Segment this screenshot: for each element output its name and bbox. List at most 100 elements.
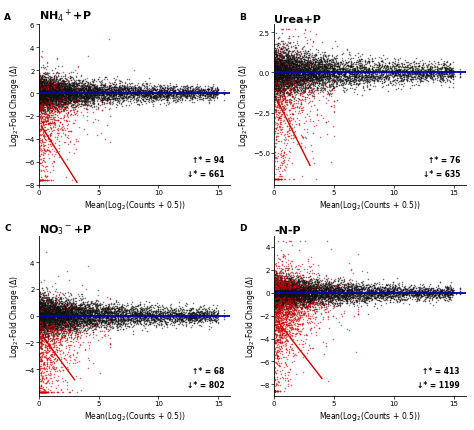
Point [101,81,109,88]
Point [351,68,358,75]
Point [190,309,198,316]
Point [80,319,87,326]
Point [278,63,285,70]
Point [91,300,98,307]
Point [279,283,286,289]
Point [41,95,49,102]
Point [88,320,95,327]
Point [336,77,344,84]
Point [103,87,110,94]
Point [38,86,46,93]
Point [274,296,282,303]
Point [271,279,278,286]
Point [273,289,281,296]
Point [282,154,289,161]
Point [347,291,355,298]
Point [306,293,314,300]
Point [276,317,283,324]
Point [274,286,282,292]
Point [51,94,58,101]
Point [66,338,74,344]
Point [126,90,134,97]
Point [430,71,438,77]
Point [155,302,162,309]
Point [444,78,451,85]
Point [275,83,283,90]
Point [73,98,80,105]
Point [357,286,365,292]
Point [349,292,357,299]
Point [363,294,370,301]
Point [445,295,453,302]
Point [319,289,327,295]
Point [36,137,44,144]
Point [92,92,100,99]
Point [299,79,307,86]
Point [39,107,46,114]
Point [272,299,279,306]
Point [174,90,182,97]
Point [42,96,49,103]
Point [36,308,44,315]
Point [91,98,98,105]
Point [165,307,173,314]
Point [38,87,46,94]
Point [358,285,365,292]
Point [308,43,316,50]
Point [73,93,81,100]
Point [37,300,45,307]
Point [40,95,48,102]
Point [275,295,283,302]
Point [40,96,47,103]
Point [53,83,61,90]
Point [55,388,62,395]
Point [273,62,281,69]
Point [444,284,451,291]
Point [284,298,292,304]
Point [82,83,89,90]
Point [315,275,322,282]
Point [57,296,65,303]
Point [73,93,81,100]
Point [278,153,285,160]
Point [162,89,169,96]
Point [37,372,45,378]
Point [192,314,200,321]
Point [66,326,74,333]
Point [276,321,284,328]
Point [38,75,46,82]
Point [73,85,81,92]
Point [436,73,444,80]
Point [295,84,303,91]
Point [51,308,59,315]
Point [313,67,320,74]
Point [36,324,43,331]
Point [283,295,291,302]
Point [413,289,421,296]
Point [38,89,46,96]
Point [293,84,301,91]
Point [274,75,282,82]
Point [45,89,53,96]
Point [87,308,95,315]
Point [273,46,280,53]
Point [63,310,71,317]
Point [278,77,285,83]
Point [368,56,376,63]
Point [283,288,290,295]
Point [392,285,399,292]
Point [57,95,64,101]
Point [209,92,217,99]
Point [321,62,328,69]
Point [288,276,295,283]
Point [205,93,213,100]
Point [77,310,84,316]
Point [49,115,57,122]
Point [165,316,173,323]
Point [280,92,287,99]
Point [39,327,46,334]
Point [312,76,320,83]
Point [56,311,64,318]
Point [282,312,290,319]
Point [322,280,329,286]
